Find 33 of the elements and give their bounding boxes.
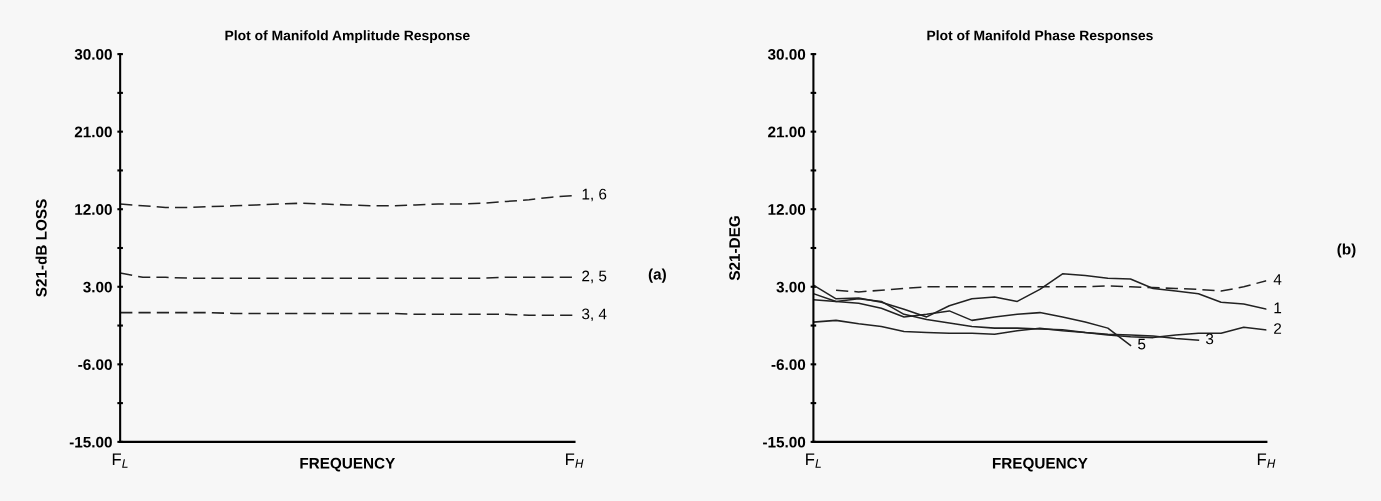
x-axis-title: FREQUENCY [992, 457, 1088, 472]
y-tick-label: -15.00 [69, 436, 112, 448]
text: (a) [648, 268, 666, 283]
y-tick-label: 12.00 [75, 204, 112, 215]
y-tick-label: 12.00 [768, 204, 806, 215]
y-axis-title: S21-DEG [729, 216, 740, 281]
y-tick-label: 3.00 [776, 281, 806, 293]
chart-title: Plot of Manifold Phase Responses [927, 30, 1153, 44]
line-series [120, 194, 575, 209]
series-label: 4 [1273, 274, 1282, 285]
series-label: 1, 6 [582, 188, 607, 202]
y-tick-label: 21.00 [768, 126, 806, 138]
series-label: 3 [1205, 333, 1214, 345]
y-tick-label: 30.00 [767, 48, 806, 60]
x-axis-title: FREQUENCY [300, 457, 396, 472]
x-tick-label: F$_{H}$ [566, 453, 584, 468]
y-tick-label: 30.00 [74, 48, 112, 60]
series-label: 1 [1274, 302, 1282, 314]
x-tick-label: F$_{L}$ [806, 453, 821, 468]
x-tick-label: F$_{H}$ [1257, 453, 1276, 468]
chart-title: Plot of Manifold Amplitude Response [225, 30, 470, 44]
series-label: 5 [1138, 338, 1146, 350]
x-tick-label: F$_{L}$ [112, 453, 128, 468]
y-tick-label: 21.00 [74, 126, 112, 138]
series-label: 3, 4 [582, 308, 607, 322]
series-label: 2 [1274, 323, 1282, 334]
y-tick-label: -6.00 [771, 359, 806, 371]
y-axis-title: S21-dB LOSS [35, 199, 47, 297]
y-tick-label: -15.00 [763, 436, 806, 448]
y-tick-label: -6.00 [78, 359, 112, 371]
text: (b) [1337, 243, 1356, 258]
y-tick-label: 3.00 [83, 281, 112, 293]
series-label: 2, 5 [582, 270, 607, 284]
